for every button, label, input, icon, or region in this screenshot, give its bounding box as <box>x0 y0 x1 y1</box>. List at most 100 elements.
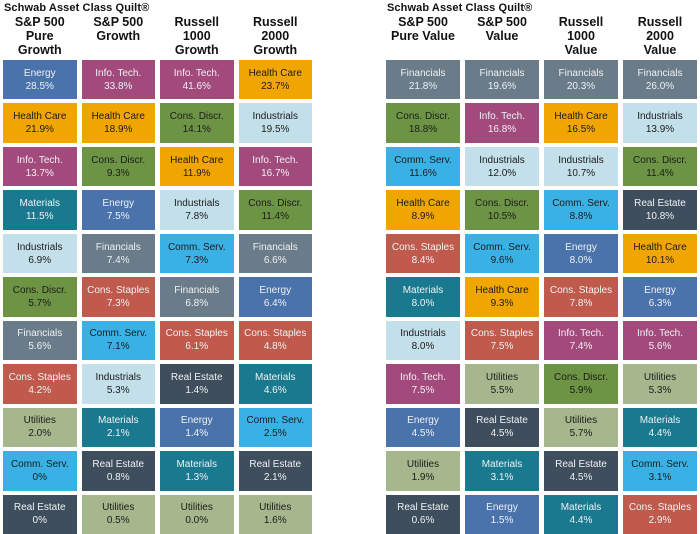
cell-value: 7.3% <box>185 254 209 266</box>
column-header-line: Pure Value <box>391 29 455 43</box>
cell-sector-label: Industrials <box>558 154 604 166</box>
quilt-cell: Health Care 23.7% <box>238 60 312 100</box>
cell-sector-label: Cons. Staples <box>8 371 71 383</box>
cell-sector-label: Real Estate <box>92 458 145 470</box>
cell-sector-label: Comm. Serv. <box>394 154 452 166</box>
quilt-cell: Industrials 13.9% <box>623 103 697 143</box>
cell-sector-label: Materials <box>402 284 444 296</box>
quilt-cell: Comm. Serv. 7.3% <box>160 233 234 274</box>
quilt-cell: Materials 8.0% <box>386 277 460 317</box>
cell-sector-label: Comm. Serv. <box>167 241 226 253</box>
cell-value: 5.7% <box>569 428 593 440</box>
column-header: S&P 500 Pure Growth <box>3 15 77 57</box>
column-header-line: S&P 500 <box>93 15 144 29</box>
cell-value: 12.0% <box>487 167 517 179</box>
quilt-cell: Cons. Staples 6.1% <box>160 320 234 361</box>
cell-value: 9.6% <box>490 254 514 266</box>
cell-value: 4.5% <box>411 428 435 440</box>
cell-sector-label: Health Care <box>248 67 302 79</box>
quilt-title: Schwab Asset Class Quilt® <box>387 2 533 14</box>
cell-sector-label: Financials <box>400 67 446 79</box>
quilt-cell: Materials 2.1% <box>81 407 155 448</box>
quilt-cell: Real Estate 0.6% <box>386 494 460 534</box>
cell-value: 41.6% <box>182 80 211 92</box>
cell-sector-label: Industrials <box>173 198 220 210</box>
asset-class-quilt-growth: Schwab Asset Class Quilt® S&P 500 Pure Gr… <box>3 2 312 534</box>
cell-sector-label: Materials <box>19 198 61 210</box>
quilt-cell: Comm. Serv. 2.5% <box>238 407 312 448</box>
cell-value: 10.5% <box>487 211 517 223</box>
quilt-cell: Energy 28.5% <box>3 60 77 100</box>
cell-sector-label: Utilities <box>23 415 56 427</box>
quilt-cell: Industrials 7.8% <box>160 190 234 230</box>
quilt-cell: Info. Tech. 5.6% <box>623 320 697 361</box>
cell-sector-label: Energy <box>102 198 135 210</box>
quilt-cell: Cons. Discr. 14.1% <box>160 103 234 143</box>
cell-sector-label: Cons. Staples <box>87 284 150 296</box>
cell-value: 8.0% <box>411 297 435 309</box>
cell-value: 10.7% <box>566 167 596 179</box>
cell-value: 8.4% <box>411 254 435 266</box>
column-header-line: Pure Growth <box>17 29 62 57</box>
quilt-cell: Comm. Serv. 7.1% <box>81 320 155 361</box>
cell-value: 18.9% <box>104 124 133 136</box>
cell-sector-label: Real Estate <box>555 458 607 470</box>
cell-value: 5.5% <box>490 384 514 396</box>
cell-value: 18.8% <box>408 124 438 136</box>
cell-sector-label: Cons. Discr. <box>554 371 608 383</box>
quilt-cell: Industrials 19.5% <box>238 103 312 143</box>
quilt-cell: Info. Tech. 33.8% <box>81 60 155 100</box>
quilt-cell: Energy 1.4% <box>160 407 234 448</box>
cell-value: 11.6% <box>409 167 437 179</box>
cell-sector-label: Cons. Discr. <box>475 198 529 210</box>
cell-value: 8.9% <box>411 211 435 223</box>
cell-sector-label: Real Estate <box>476 415 528 427</box>
cell-sector-label: Materials <box>481 458 523 470</box>
cell-value: 0% <box>32 471 47 483</box>
cell-sector-label: Materials <box>254 371 296 383</box>
quilt-cell: Energy 1.5% <box>465 494 539 534</box>
cell-value: 5.3% <box>106 384 130 396</box>
cell-sector-label: Health Care <box>170 154 224 166</box>
cell-sector-label: Cons. Discr. <box>248 198 303 210</box>
cell-value: 16.5% <box>566 124 596 136</box>
cell-value: 7.4% <box>106 254 130 266</box>
quilt-cell: Real Estate 4.5% <box>465 407 539 448</box>
cell-value: 11.4% <box>646 167 674 179</box>
quilt-cell: Utilities 5.7% <box>544 407 618 448</box>
cell-value: 0.0% <box>185 515 209 527</box>
cell-value: 7.8% <box>185 211 209 223</box>
cell-value: 2.5% <box>263 428 287 440</box>
cell-sector-label: Cons. Discr. <box>633 154 687 166</box>
cell-value: 5.6% <box>28 341 52 353</box>
cell-value: 11.5% <box>25 211 54 223</box>
cell-value: 5.3% <box>648 384 672 396</box>
quilt-cell: Financials 7.4% <box>81 233 155 274</box>
cell-sector-label: Info. Tech. <box>95 67 142 79</box>
quilt-cell: Health Care 10.1% <box>623 233 697 274</box>
quilt-cell: Materials 4.4% <box>544 494 618 534</box>
cell-value: 6.8% <box>185 297 209 309</box>
column-header-line: Growth <box>174 43 219 57</box>
cell-sector-label: Cons. Discr. <box>12 284 67 296</box>
quilt-cell: Info. Tech. 13.7% <box>3 146 77 187</box>
cell-sector-label: Materials <box>639 415 681 427</box>
cell-sector-label: Energy <box>180 415 213 427</box>
cell-value: 4.4% <box>569 515 593 527</box>
quilt-cell: Info. Tech. 7.5% <box>386 364 460 404</box>
asset-class-quilt-value: Schwab Asset Class Quilt® S&P 500 Pure Va… <box>386 2 697 534</box>
column-header-line: Russell 2000 <box>637 15 683 43</box>
cell-value: 4.5% <box>569 471 593 483</box>
quilt-cell: Materials 4.4% <box>623 407 697 448</box>
cell-sector-label: Utilities <box>180 502 213 514</box>
cell-value: 16.8% <box>487 124 517 136</box>
cell-sector-label: Cons. Staples <box>391 241 455 253</box>
cell-value: 13.9% <box>645 124 675 136</box>
cell-value: 0% <box>32 515 47 527</box>
cell-value: 10.8% <box>645 211 675 223</box>
quilt-cell: Real Estate 0% <box>3 494 77 534</box>
quilt-cell: Cons. Staples 2.9% <box>623 494 697 534</box>
cell-sector-label: Materials <box>560 502 602 514</box>
cell-value: 1.6% <box>263 515 287 527</box>
cell-sector-label: Comm. Serv. <box>473 241 531 253</box>
